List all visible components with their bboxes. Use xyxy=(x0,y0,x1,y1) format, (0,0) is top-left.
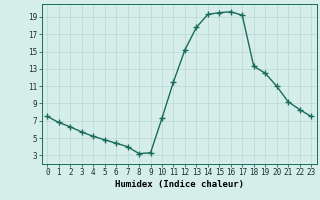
X-axis label: Humidex (Indice chaleur): Humidex (Indice chaleur) xyxy=(115,180,244,189)
